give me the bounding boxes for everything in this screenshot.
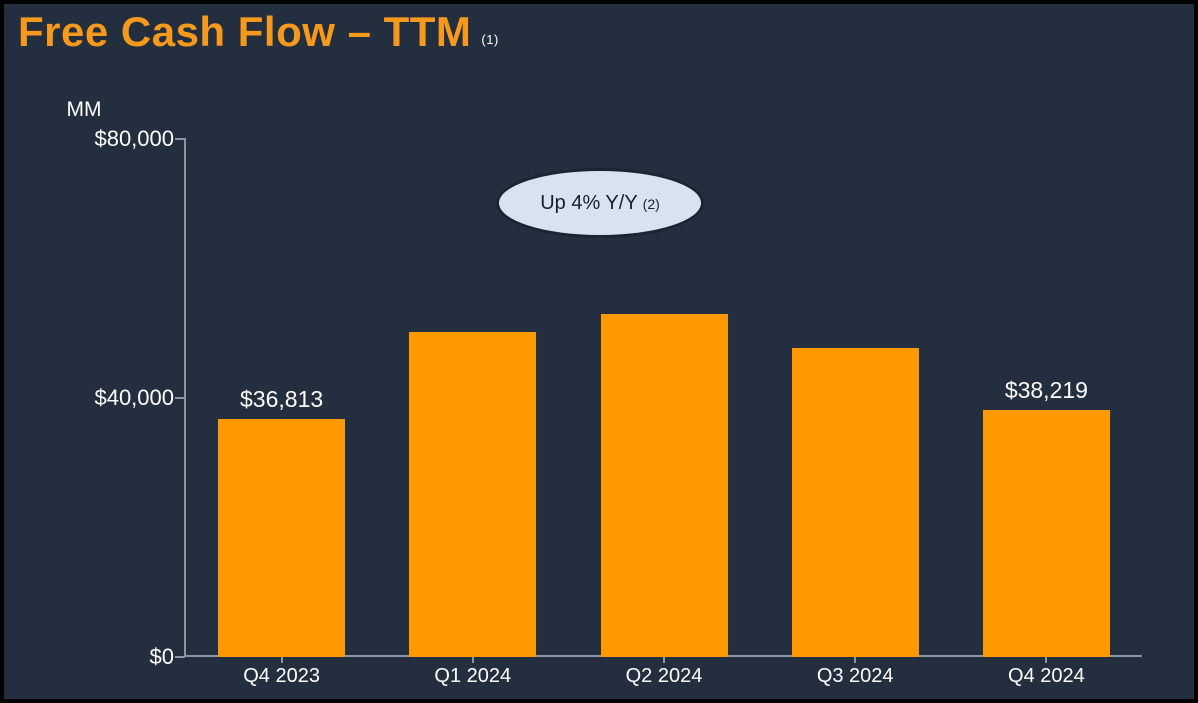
annotation-callout: Up 4% Y/Y (2) [496, 168, 704, 238]
y-axis-tick-label: $80,000 [94, 126, 174, 151]
title-footnote-marker: (1) [481, 32, 499, 47]
bar-q4-2024 [982, 409, 1110, 657]
x-axis-tick [663, 657, 665, 663]
bar-value-label: $36,813 [240, 385, 324, 412]
x-axis-tick [854, 657, 857, 663]
page-title-text: Free Cash Flow – TTM [18, 8, 472, 55]
x-axis-category-label: Q2 2024 [625, 665, 703, 687]
y-axis-tick [175, 138, 185, 140]
x-axis-tick [471, 657, 474, 663]
x-axis-category-label: Q4 2024 [1008, 665, 1085, 687]
bar-q3-2024 [791, 347, 919, 657]
x-axis-tick [1045, 657, 1048, 663]
y-axis-line [184, 138, 186, 657]
page-title: Free Cash Flow – TTM (1) [18, 8, 499, 56]
annotation-footnote-marker: (2) [642, 196, 660, 212]
x-axis-tick [280, 657, 283, 663]
x-axis-category-label: Q4 2023 [243, 665, 320, 687]
bar-value-label: $38,219 [1004, 376, 1088, 403]
y-axis-unit-label: MM [66, 98, 102, 121]
annotation-text: Up 4% Y/Y [540, 191, 638, 214]
y-axis-tick-label: $0 [149, 644, 174, 669]
bar-q4-2023 [218, 418, 346, 657]
y-axis-tick [175, 397, 185, 399]
y-axis-tick-label: $40,000 [94, 385, 174, 410]
bar-q1-2024 [409, 332, 537, 657]
x-axis-category-label: Q1 2024 [434, 665, 512, 687]
bar-q2-2024 [600, 313, 728, 657]
x-axis-category-label: Q3 2024 [816, 665, 894, 687]
y-axis-tick [175, 656, 185, 658]
